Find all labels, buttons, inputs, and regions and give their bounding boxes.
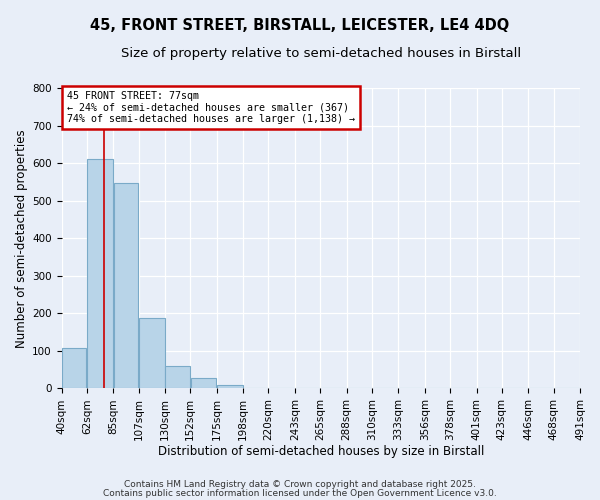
Text: 45, FRONT STREET, BIRSTALL, LEICESTER, LE4 4DQ: 45, FRONT STREET, BIRSTALL, LEICESTER, L… xyxy=(91,18,509,32)
Y-axis label: Number of semi-detached properties: Number of semi-detached properties xyxy=(15,129,28,348)
Bar xyxy=(113,183,138,388)
Text: Contains HM Land Registry data © Crown copyright and database right 2025.: Contains HM Land Registry data © Crown c… xyxy=(124,480,476,489)
Bar xyxy=(217,384,243,388)
Bar xyxy=(87,160,113,388)
Text: 45 FRONT STREET: 77sqm
← 24% of semi-detached houses are smaller (367)
74% of se: 45 FRONT STREET: 77sqm ← 24% of semi-det… xyxy=(67,91,355,124)
Text: Contains public sector information licensed under the Open Government Licence v3: Contains public sector information licen… xyxy=(103,489,497,498)
Bar xyxy=(166,366,190,388)
Bar xyxy=(139,318,164,388)
Title: Size of property relative to semi-detached houses in Birstall: Size of property relative to semi-detach… xyxy=(121,48,521,60)
Bar xyxy=(62,348,86,389)
X-axis label: Distribution of semi-detached houses by size in Birstall: Distribution of semi-detached houses by … xyxy=(158,444,484,458)
Bar xyxy=(191,378,217,388)
